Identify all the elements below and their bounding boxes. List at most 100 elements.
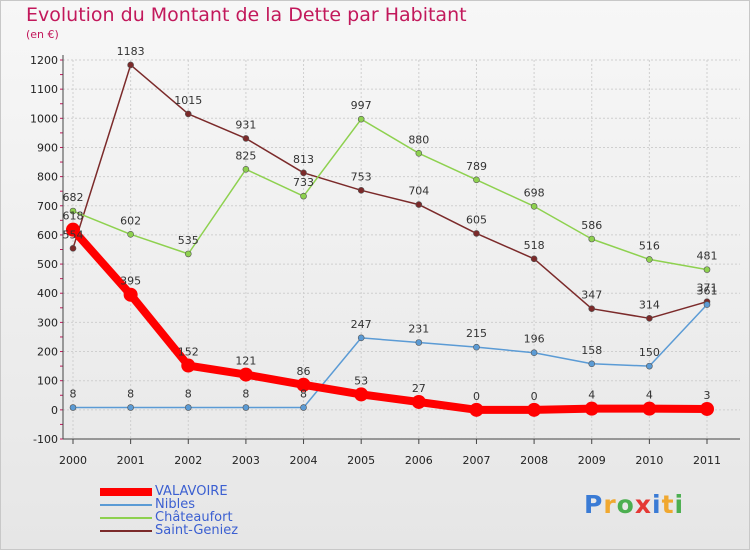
y-tick-label: 1100 [30, 83, 58, 96]
legend-label-saint-geniez: Saint-Geniez [155, 523, 239, 538]
data-label: 215 [466, 327, 487, 340]
x-tick-label: 2003 [232, 454, 260, 467]
data-label: 3 [704, 389, 711, 402]
data-label: 395 [120, 275, 141, 288]
series-point-0 [123, 287, 138, 302]
x-tick-label: 2009 [578, 454, 606, 467]
series-point-0 [700, 401, 714, 416]
data-label: 347 [581, 289, 602, 302]
logo-letter: t [661, 490, 675, 519]
data-label: 997 [351, 99, 372, 112]
data-label: 158 [581, 344, 602, 357]
series-point-1 [473, 343, 480, 351]
series-point-0 [642, 401, 657, 416]
series-point-3 [646, 315, 653, 322]
legend-swatch-valavoire [100, 488, 152, 496]
y-tick-label: 200 [37, 346, 58, 359]
y-tick-label: 0 [51, 404, 58, 417]
data-label: 825 [235, 149, 256, 162]
data-label: 931 [235, 118, 256, 131]
data-label: 602 [120, 214, 141, 227]
data-label: 682 [63, 191, 84, 204]
legend-swatch-chateaufort [100, 517, 152, 519]
data-label: 733 [293, 176, 314, 189]
proxiti-logo: Proxiti [584, 490, 684, 519]
series-point-1 [415, 339, 423, 346]
series-point-2 [703, 266, 711, 273]
y-tick-label: 800 [37, 171, 58, 184]
series-point-1 [69, 404, 77, 411]
series-point-0 [469, 402, 484, 417]
series-line-1 [73, 304, 708, 409]
x-tick-label: 2008 [520, 454, 548, 467]
data-label: 8 [127, 388, 134, 401]
series-point-1 [127, 404, 134, 411]
data-label: 27 [412, 382, 426, 395]
data-label: 704 [408, 185, 429, 198]
x-tick-label: 2006 [405, 454, 433, 467]
legend-swatch-saint-geniez [100, 530, 152, 532]
legend-label-nibles: Nibles [155, 497, 195, 512]
data-label: 586 [581, 219, 602, 232]
data-label: 371 [697, 282, 718, 295]
y-tick-label: 400 [37, 287, 58, 300]
series-point-1 [242, 404, 250, 411]
data-label: 880 [408, 133, 429, 146]
series-point-1 [357, 334, 365, 342]
x-tick-label: 2001 [117, 454, 145, 467]
data-label: 0 [473, 390, 480, 403]
data-label: 813 [293, 153, 314, 166]
series-point-0 [527, 402, 542, 417]
data-label: 86 [297, 365, 311, 378]
chart-title: Evolution du Montant de la Dette par Hab… [26, 4, 467, 26]
series-point-2 [184, 250, 192, 258]
series-point-0 [584, 401, 599, 416]
series-point-2 [69, 207, 77, 215]
legend-label-valavoire: VALAVOIRE [155, 484, 228, 499]
series-point-3 [588, 305, 596, 312]
series-point-3 [69, 245, 77, 252]
series-point-2 [646, 256, 653, 263]
x-tick-label: 2010 [635, 454, 663, 467]
logo-letter: P [584, 490, 604, 519]
data-label: 150 [639, 346, 660, 359]
logo-letter: r [603, 490, 617, 519]
y-tick-label: 700 [37, 200, 58, 213]
series-point-2 [300, 192, 307, 200]
data-label: 8 [185, 388, 192, 401]
series-line-0 [70, 227, 708, 414]
series-point-2 [357, 115, 365, 123]
logo-letter: i [674, 490, 685, 519]
data-label: 53 [354, 374, 368, 387]
data-label: 481 [697, 250, 718, 263]
data-label: 0 [531, 390, 538, 403]
data-label: 1183 [117, 45, 145, 58]
series-point-3 [473, 230, 480, 237]
logo-letter: o [616, 490, 635, 519]
x-tick-label: 2007 [462, 454, 490, 467]
data-label: 361 [697, 285, 718, 298]
data-label: 8 [70, 388, 77, 401]
y-tick-label: -100 [33, 433, 58, 446]
data-label: 516 [639, 239, 660, 252]
data-label: 753 [351, 170, 372, 183]
series-point-3 [184, 110, 192, 118]
chart-subtitle: (en €) [26, 28, 59, 41]
series-point-2 [127, 231, 134, 238]
series-point-1 [300, 404, 307, 411]
data-label: 4 [646, 389, 653, 402]
series-point-1 [530, 349, 538, 357]
series-point-0 [181, 358, 196, 373]
series-point-2 [242, 166, 250, 173]
y-tick-label: 100 [37, 375, 58, 388]
series-point-0 [296, 377, 311, 392]
series-point-1 [646, 362, 653, 370]
data-label: 554 [63, 228, 84, 241]
data-label: 247 [351, 318, 372, 331]
x-tick-label: 2000 [59, 454, 87, 467]
legend-label-chateaufort: Châteaufort [155, 510, 233, 525]
series-point-0 [354, 387, 369, 402]
series-point-2 [588, 235, 596, 243]
series-point-3 [415, 201, 423, 208]
